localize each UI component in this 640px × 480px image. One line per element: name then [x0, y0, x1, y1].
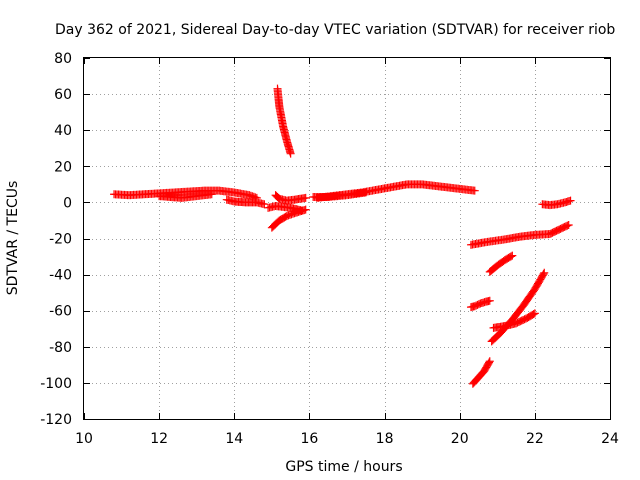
series-arc-spike-15: [273, 84, 295, 158]
data-point: [540, 268, 549, 277]
y-axis-label: SDTVAR / TECUs: [5, 181, 21, 296]
y-tick-label: 0: [63, 195, 72, 211]
series-arc-low-early: [155, 190, 216, 202]
x-tick-label: 16: [301, 431, 319, 447]
y-tick-label: -40: [49, 268, 72, 284]
y-tick-labels: -120 -100 -80 -60 -40 -20 0 20 40 60 80: [40, 51, 72, 428]
data-point: [539, 270, 548, 279]
series-arc-dip-14: [222, 195, 269, 209]
x-axis-label: GPS time / hours: [285, 459, 402, 475]
y-tick-label: -60: [49, 304, 72, 320]
series-arc-20-upper: [466, 220, 573, 249]
data-point: [530, 309, 539, 318]
grid-lines: [84, 58, 610, 419]
data-point: [286, 149, 295, 158]
data-point: [566, 196, 575, 205]
data-point: [301, 193, 310, 202]
y-tick-label: 80: [54, 51, 72, 67]
data-point: [207, 190, 216, 199]
data-point: [507, 252, 516, 261]
data-point: [361, 188, 370, 197]
y-tick-label: -120: [40, 412, 72, 428]
series-arc-15-lower-b: [267, 205, 310, 232]
data-point: [564, 220, 573, 229]
axis-ticks: [84, 58, 611, 420]
x-tick-label: 10: [75, 431, 93, 447]
data-point: [485, 296, 494, 305]
y-tick-label: 60: [54, 87, 72, 103]
y-tick-label: -100: [40, 376, 72, 392]
series-arc-21-40: [485, 251, 517, 276]
x-tick-label: 12: [150, 431, 168, 447]
data-point: [470, 186, 479, 195]
x-tick-label: 22: [526, 431, 544, 447]
y-tick-label: 40: [54, 123, 72, 139]
series-arc-22-near-zero: [538, 196, 575, 210]
x-tick-label: 18: [376, 431, 394, 447]
series-arc-21-long: [487, 268, 549, 346]
data-point: [485, 358, 494, 367]
x-tick-label: 24: [601, 431, 619, 447]
series-arc-21-70: [489, 309, 539, 332]
series-arc-15-upper: [271, 191, 310, 205]
series-arc-20-58: [466, 296, 494, 312]
chart-title: Day 362 of 2021, Sidereal Day-to-day VTE…: [55, 22, 615, 38]
data-point: [301, 205, 310, 214]
series-arc-16-low: [309, 188, 370, 201]
x-tick-labels: 10 12 14 16 18 20 22 24: [75, 431, 619, 447]
y-tick-label: 20: [54, 159, 72, 175]
x-tick-label: 20: [451, 431, 469, 447]
plot-frame: [83, 57, 611, 420]
series-arc-20-100: [468, 357, 494, 388]
data-point: [529, 310, 538, 319]
data-point: [563, 221, 572, 230]
data-point: [508, 251, 517, 260]
data-markers: [110, 84, 575, 388]
y-tick-label: -80: [49, 340, 72, 356]
data-point: [485, 357, 494, 366]
data-point: [260, 200, 269, 209]
y-tick-label: -20: [49, 232, 72, 248]
x-tick-label: 14: [225, 431, 243, 447]
